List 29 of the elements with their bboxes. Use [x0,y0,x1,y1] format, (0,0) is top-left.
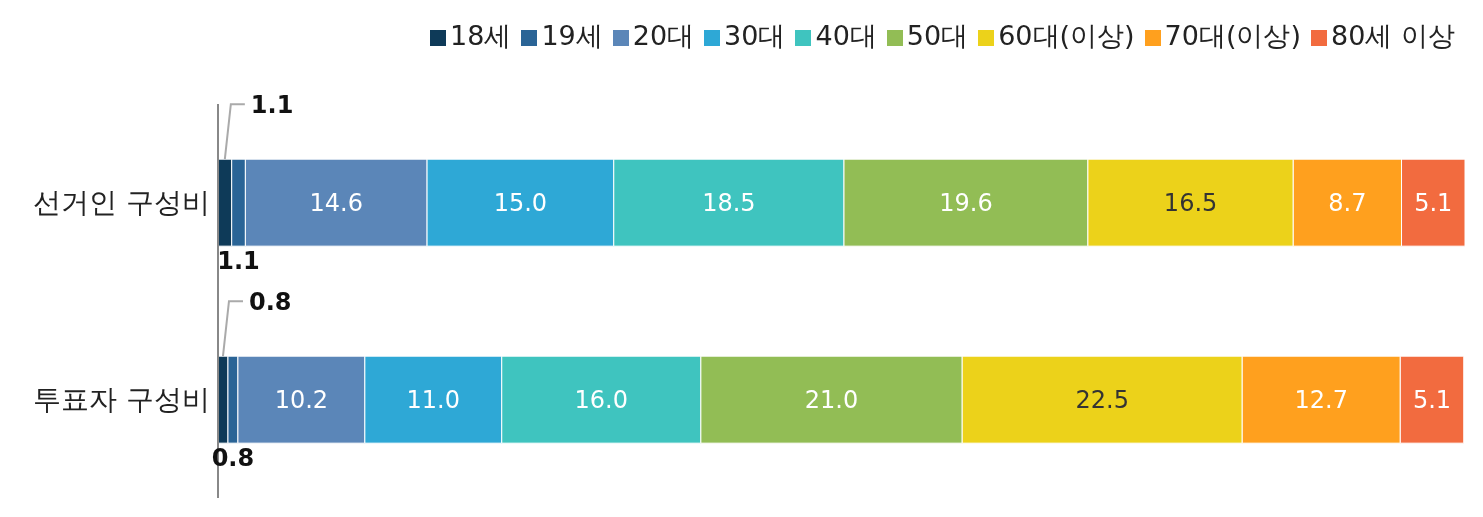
y-tick-label: 선거인 구성비 [33,186,210,220]
data-label: 1.1 [250,90,294,119]
data-label: 12.7 [1294,386,1348,415]
data-label: 14.6 [309,189,363,218]
data-label: 18.5 [702,189,756,218]
data-label: 21.0 [804,386,859,415]
legend-label: 80세 이상 [1331,20,1455,51]
legend-label: 30대 [724,20,786,51]
data-label: 15.0 [493,189,548,218]
data-label: 5.1 [1414,189,1453,218]
data-label: 0.8 [248,287,292,316]
data-label: 0.8 [211,443,255,472]
data-label: 16.5 [1163,189,1218,218]
legend-label: 19세 [541,20,603,51]
data-label: 10.2 [274,386,329,415]
legend-label: 20대 [632,20,695,51]
data-label: 16.0 [574,386,629,415]
data-label: 8.7 [1328,189,1367,218]
data-label: 1.1 [217,246,260,275]
legend-label: 60대(이상) [998,20,1135,51]
y-tick-label: 투표자 구성비 [33,383,210,417]
data-label: 5.1 [1412,386,1452,415]
legend-label: 18세 [450,20,512,51]
legend-label: 70대(이상) [1164,20,1302,51]
data-label: 11.0 [406,386,461,415]
data-label: 22.5 [1075,386,1129,415]
data-label: 19.6 [939,189,993,218]
legend-label: 50대 [906,20,969,51]
legend-label: 40대 [815,20,877,51]
